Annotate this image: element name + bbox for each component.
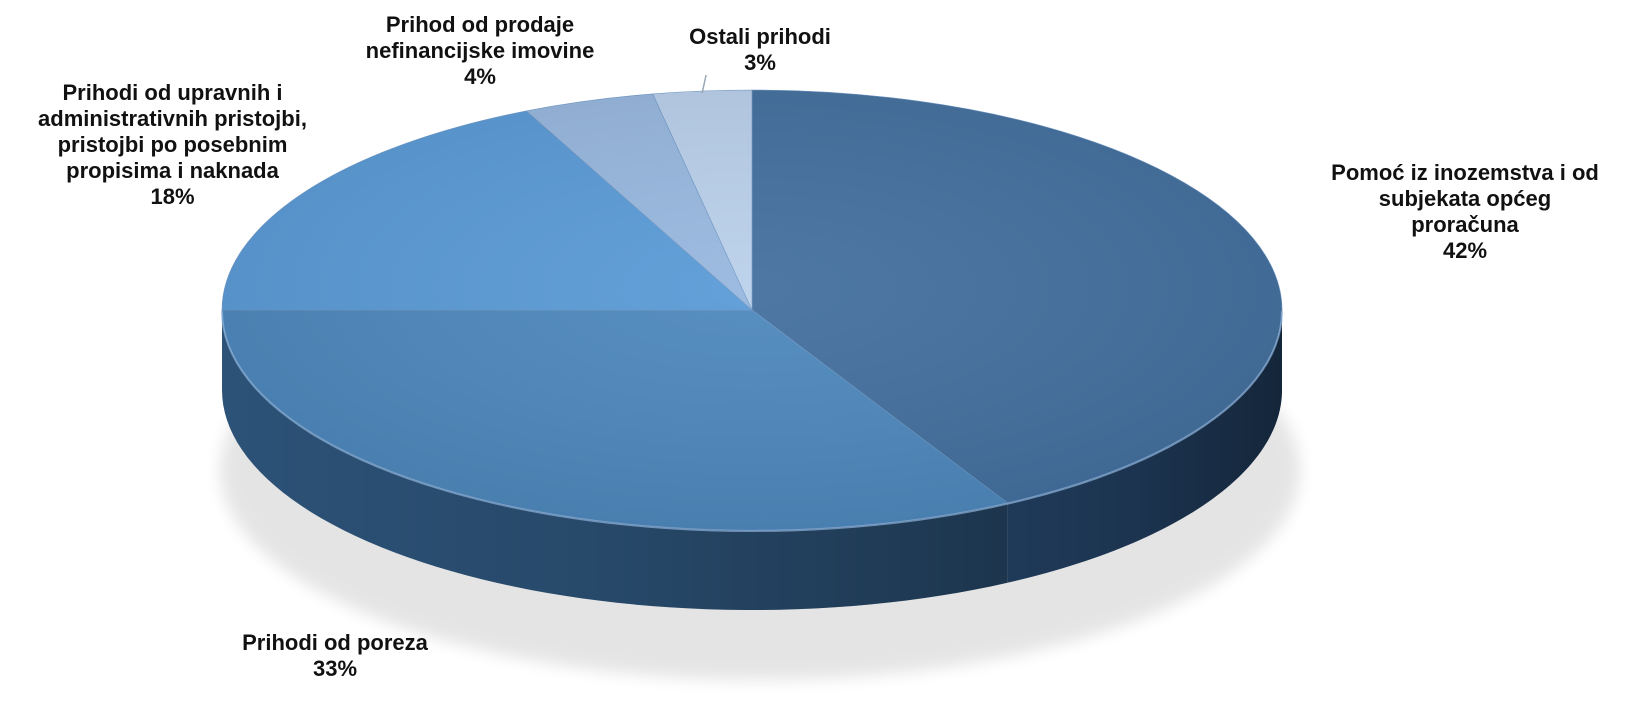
pie-rim-highlight: [221, 310, 1283, 533]
data-label-line: proračuna: [1411, 212, 1519, 237]
data-label-line: administrativnih pristojbi,: [38, 106, 307, 131]
pie-sides: [222, 310, 1282, 610]
data-label-line: pristojbi po posebnim: [57, 132, 288, 157]
pie-side-shade-porez: [222, 310, 1008, 610]
data-label-percent: 3%: [744, 50, 776, 75]
data-label-line: propisima i naknada: [66, 158, 279, 183]
data-label-line: nefinancijske imovine: [365, 38, 595, 63]
pie-side-shade-pomoc: [1007, 310, 1282, 583]
data-label-line: Prihodi od upravnih i: [62, 80, 283, 105]
data-label-imovina: Prihod od prodaje nefinancijske imovine …: [330, 12, 630, 90]
leader-lines: [701, 74, 707, 94]
data-label-line: Prihod od prodaje: [385, 12, 575, 37]
data-label-line: Ostali prihodi: [689, 24, 831, 49]
data-label-pomoc: Pomoć iz inozemstva i od subjekata općeg…: [1300, 160, 1630, 264]
leader-line-ostali: [701, 74, 707, 94]
data-label-percent: 33%: [312, 656, 358, 681]
pie-tops: [221, 89, 1283, 533]
data-label-percent: 18%: [150, 184, 195, 209]
data-label-line: Prihodi od poreza: [242, 630, 428, 655]
data-label-percent: 4%: [464, 64, 496, 89]
data-label-pristojbe: Prihodi od upravnih i administrativnih p…: [0, 80, 345, 210]
data-label-porez: Prihodi od poreza 33%: [205, 630, 465, 682]
data-label-percent: 42%: [1442, 238, 1488, 263]
data-label-line: subjekata općeg: [1378, 186, 1552, 211]
data-label-ostali: Ostali prihodi 3%: [660, 24, 860, 76]
data-label-line: Pomoć iz inozemstva i od: [1331, 160, 1599, 185]
pie-top-gloss: [222, 90, 1282, 530]
